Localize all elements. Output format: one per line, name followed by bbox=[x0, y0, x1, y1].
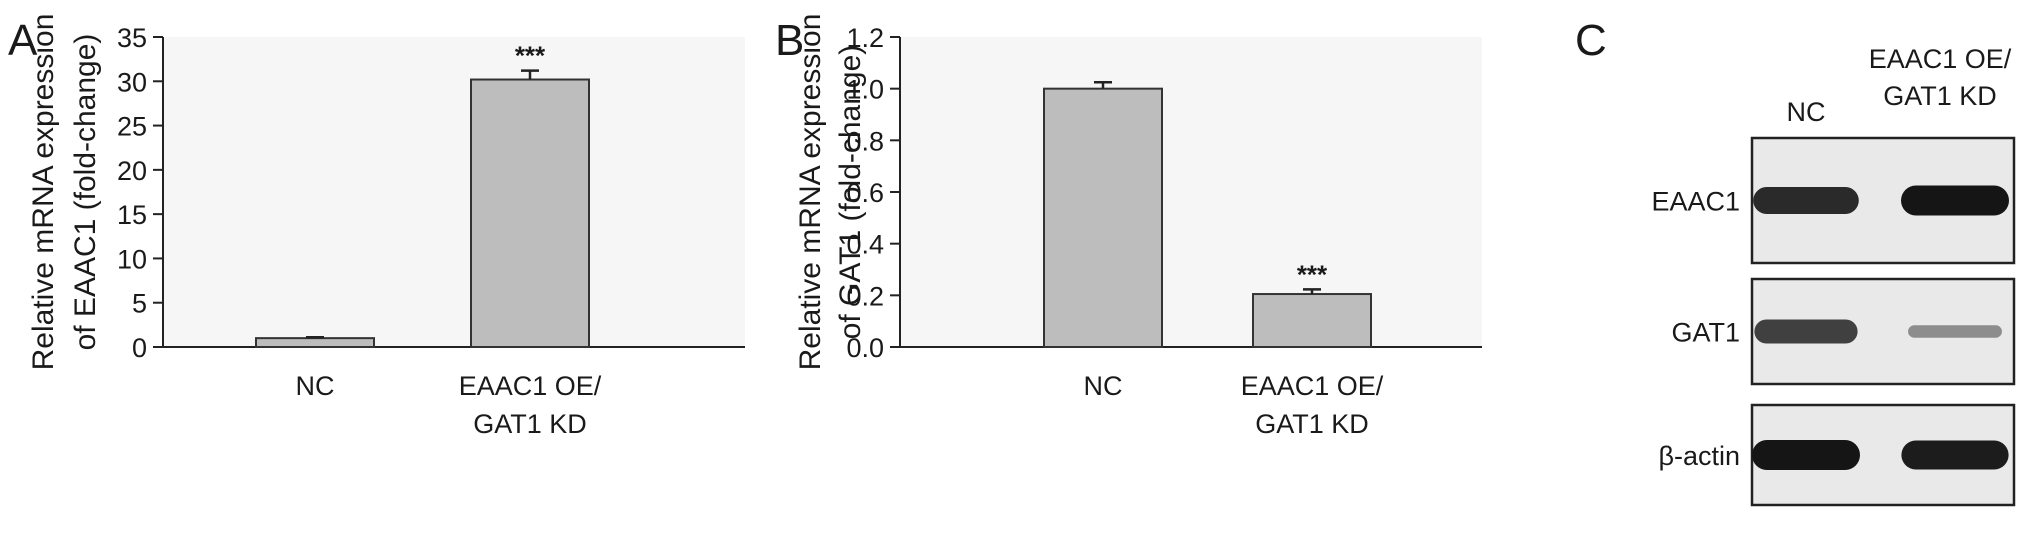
blot-band bbox=[1752, 440, 1860, 470]
blot-band bbox=[1753, 187, 1859, 214]
lane-label: NC bbox=[1787, 97, 1826, 127]
category-label: NC bbox=[296, 371, 335, 401]
y-tick-label: 25 bbox=[117, 112, 147, 142]
bar bbox=[255, 337, 375, 348]
panel-b-letter: B bbox=[775, 16, 804, 65]
lane-label-line: NC bbox=[1787, 97, 1826, 127]
y-tick-label: 20 bbox=[117, 156, 147, 186]
y-tick-label: 30 bbox=[117, 67, 147, 97]
y-tick-label: 35 bbox=[117, 23, 147, 53]
blot-row-label: β-actin bbox=[1658, 441, 1740, 471]
y-tick-label: 1.2 bbox=[846, 23, 884, 53]
panel-a: A 0 5 10 15 20 25 30 35 NC *** EAAC1 OE/GAT1 KD Rel… bbox=[8, 14, 745, 439]
plot-area bbox=[900, 37, 1482, 347]
significance-label: *** bbox=[1297, 259, 1328, 289]
y-tick-label: 15 bbox=[117, 200, 147, 230]
y-tick-label: 1.0 bbox=[846, 75, 884, 105]
lane-label-line: GAT1 KD bbox=[1883, 81, 1997, 111]
category-label-line: GAT1 KD bbox=[1255, 409, 1369, 439]
y-tick-label: 0.4 bbox=[846, 230, 884, 260]
y-axis-title: of EAAC1 (fold-change) bbox=[69, 34, 102, 351]
y-tick-label: 10 bbox=[117, 244, 147, 274]
category-label: NC bbox=[1084, 371, 1123, 401]
category-label-line: EAAC1 OE/ bbox=[1241, 371, 1384, 401]
blot-band bbox=[1901, 440, 2009, 470]
blot-band bbox=[1901, 185, 2009, 216]
category-label: EAAC1 OE/GAT1 KD bbox=[459, 371, 602, 439]
panel-c: C NC EAAC1 OE/GAT1 KD EAAC1 GAT1 β-actin bbox=[1575, 16, 2016, 507]
y-tick-label: 0.0 bbox=[846, 333, 884, 363]
blot-band bbox=[1908, 325, 2002, 338]
panel-b: B 0.0 0.2 0.4 0.6 0.8 1.0 1.2 NC *** EAAC1 OE/GAT… bbox=[775, 14, 1482, 439]
blot-row-label: GAT1 bbox=[1671, 318, 1740, 348]
y-axis-title: Relative mRNA expression bbox=[27, 14, 60, 371]
category-label: EAAC1 OE/GAT1 KD bbox=[1241, 371, 1384, 439]
category-label-line: NC bbox=[1084, 371, 1123, 401]
bar bbox=[1252, 293, 1372, 348]
panel-c-letter: C bbox=[1575, 16, 1607, 65]
lane-label: EAAC1 OE/GAT1 KD bbox=[1869, 44, 2012, 111]
category-label-line: GAT1 KD bbox=[473, 409, 587, 439]
y-tick-label: 0 bbox=[132, 333, 147, 363]
plot-area bbox=[163, 37, 745, 347]
blot-band bbox=[1754, 319, 1858, 344]
category-label-line: NC bbox=[296, 371, 335, 401]
significance-label: *** bbox=[515, 41, 546, 71]
y-tick-label: 0.2 bbox=[846, 281, 884, 311]
y-tick-label: 0.6 bbox=[846, 178, 884, 208]
panel-a-letter: A bbox=[8, 16, 38, 65]
lane-label-line: EAAC1 OE/ bbox=[1869, 44, 2012, 74]
y-axis-title: Relative mRNA expression bbox=[794, 14, 827, 371]
y-axis-title: of GAT1 (fold-change) bbox=[834, 45, 867, 340]
category-label-line: EAAC1 OE/ bbox=[459, 371, 602, 401]
y-tick-label: 0.8 bbox=[846, 126, 884, 156]
bar bbox=[1043, 87, 1163, 349]
blot-row-label: EAAC1 bbox=[1651, 187, 1740, 217]
bar bbox=[470, 78, 590, 348]
y-tick-label: 5 bbox=[132, 289, 147, 319]
